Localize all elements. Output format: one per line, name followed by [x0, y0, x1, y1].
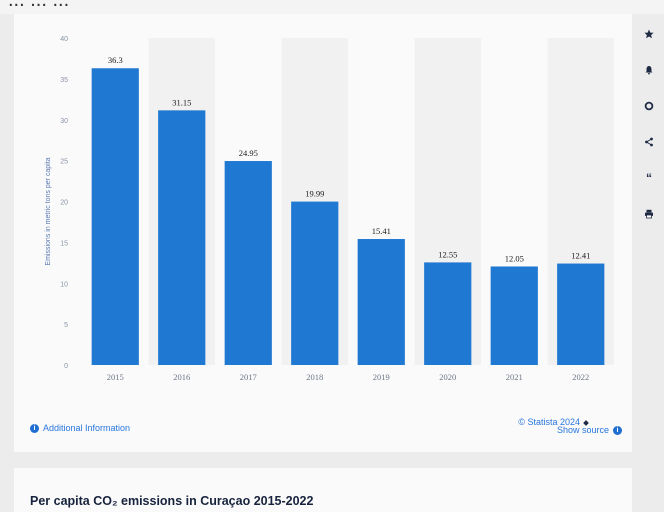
cite-button[interactable]: “ — [637, 160, 661, 196]
y-tick-label: 35 — [60, 77, 68, 84]
x-tick-label: 2015 — [107, 372, 124, 382]
bottom-card: Per capita CO₂ emissions in Curaçao 2015… — [14, 468, 632, 512]
bar-value-label: 12.05 — [505, 253, 524, 263]
y-axis-label: Emissions in metric tons per capita — [45, 157, 52, 265]
x-tick-label: 2017 — [240, 372, 257, 382]
bar — [490, 266, 538, 365]
x-tick-label: 2021 — [506, 372, 523, 382]
bar-value-label: 36.3 — [108, 55, 123, 65]
bar — [291, 201, 339, 365]
bar-chart: 0 5 10 15 20 25 30 35 40 Emissions in metric tons… — [45, 36, 614, 382]
bell-icon — [645, 66, 653, 75]
y-tick-label: 40 — [60, 36, 68, 43]
chart-card: 0 5 10 15 20 25 30 35 40 Emissions in metric tons… — [14, 14, 632, 452]
bar — [424, 262, 472, 365]
x-tick-label: 2018 — [306, 372, 323, 382]
info-icon: i — [30, 423, 39, 433]
x-tick-label: 2019 — [373, 372, 390, 382]
print-icon — [645, 209, 653, 219]
additional-information-link[interactable]: i Additional Information — [30, 423, 130, 433]
bar-value-label: 31.15 — [172, 97, 191, 107]
chart-toolbar: “ — [634, 16, 664, 232]
print-button[interactable] — [637, 196, 661, 232]
settings-button[interactable] — [637, 88, 661, 124]
y-tick-label: 5 — [64, 322, 68, 329]
quote-icon: “ — [646, 171, 652, 185]
bar-value-label: 12.41 — [571, 251, 590, 261]
gear-icon — [644, 101, 654, 111]
notification-button[interactable] — [637, 52, 661, 88]
y-tick-label: 20 — [60, 200, 68, 207]
x-tick-label: 2016 — [173, 372, 190, 382]
chart-title: Per capita CO₂ emissions in Curaçao 2015… — [30, 494, 314, 508]
truncated-header-text: ... ... ... — [8, 0, 70, 11]
bar — [158, 110, 206, 365]
favorite-button[interactable] — [637, 16, 661, 52]
bar-value-label: 19.99 — [305, 189, 324, 199]
star-icon — [644, 29, 654, 39]
credit-text: © Statista 2024 — [518, 417, 580, 427]
show-source-link[interactable]: Show source i — [557, 425, 622, 435]
statista-credit[interactable]: © Statista 2024 — [518, 417, 589, 427]
bar — [224, 161, 272, 365]
info-icon: i — [613, 425, 622, 435]
bar — [91, 68, 139, 365]
share-icon — [645, 137, 653, 147]
x-tick-label: 2022 — [572, 372, 589, 382]
y-tick-label: 30 — [60, 118, 68, 125]
bar-value-label: 24.95 — [239, 148, 258, 158]
bar-value-label: 15.41 — [372, 226, 391, 236]
truncated-header-strip: ... ... ... — [0, 0, 664, 14]
bar-value-label: 12.55 — [438, 249, 457, 259]
bar — [357, 239, 405, 365]
y-tick-label: 10 — [60, 281, 68, 288]
additional-information-label: Additional Information — [43, 423, 131, 433]
y-tick-label: 25 — [60, 159, 68, 166]
bar — [557, 263, 605, 365]
y-tick-label: 0 — [64, 363, 68, 370]
share-button[interactable] — [637, 124, 661, 160]
show-source-label: Show source — [556, 425, 609, 435]
x-tick-label: 2020 — [439, 372, 456, 382]
y-tick-label: 15 — [60, 240, 68, 247]
